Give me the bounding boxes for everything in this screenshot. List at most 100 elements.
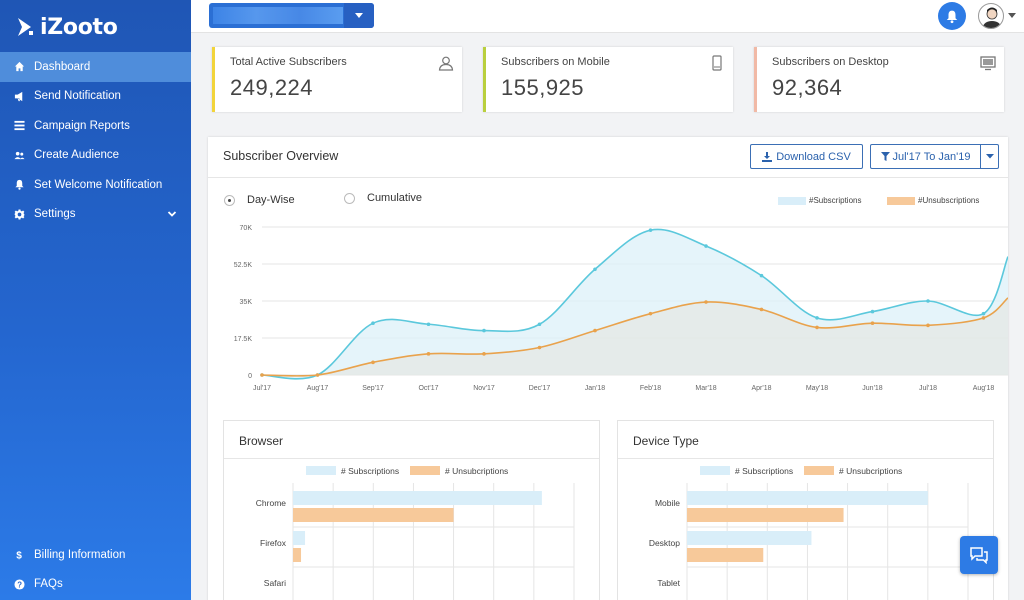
data-point[interactable] — [648, 311, 653, 316]
sidebar-item-welcome-notification[interactable]: Set Welcome Notification — [0, 170, 191, 200]
device-panel: Device Type # Subscriptions # Unsubcripti… — [617, 420, 994, 600]
data-point[interactable] — [537, 322, 542, 327]
legend-label: #Unsubscriptions — [918, 196, 980, 205]
sidebar-item-label: Campaign Reports — [34, 119, 130, 132]
data-point[interactable] — [593, 328, 597, 333]
data-point[interactable] — [759, 273, 764, 278]
bar-subscriptions[interactable] — [687, 531, 812, 545]
bar-subscriptions[interactable] — [293, 531, 306, 545]
bar-unsubscriptions[interactable] — [293, 548, 302, 562]
sidebar-item-settings[interactable]: Settings — [0, 200, 191, 230]
avatar[interactable] — [978, 3, 1004, 29]
caret-down-icon — [344, 3, 374, 28]
x-tick-label: Nov'17 — [473, 385, 495, 392]
category-label: Tablet — [657, 578, 680, 588]
data-point[interactable] — [815, 325, 819, 330]
category-label: Safari — [264, 578, 286, 588]
data-point[interactable] — [704, 300, 708, 304]
subscriber-overview-panel: Subscriber Overview Download CSV Jul'17 … — [208, 137, 1008, 600]
x-tick-label: Aug'18 — [973, 385, 995, 392]
sidebar-item-dashboard[interactable]: Dashboard — [0, 52, 191, 82]
date-range-label: Jul'17 To Jan'19 — [892, 150, 971, 163]
sidebar-item-billing[interactable]: $ Billing Information — [0, 540, 191, 570]
data-point[interactable] — [315, 373, 320, 377]
chat-button[interactable] — [960, 536, 998, 574]
data-point[interactable] — [482, 328, 486, 333]
sidebar-item-label: Billing Information — [34, 548, 126, 561]
data-point[interactable] — [981, 316, 986, 320]
download-csv-label: Download CSV — [776, 150, 851, 163]
data-point[interactable] — [648, 228, 653, 232]
device-panel-title: Device Type — [633, 434, 699, 448]
bar-unsubscriptions[interactable] — [687, 548, 764, 562]
sidebar-item-label: Create Audience — [34, 149, 120, 162]
stat-label: Total Active Subscribers — [230, 56, 347, 68]
data-point[interactable] — [426, 352, 431, 356]
sidebar-item-send-notification[interactable]: Send Notification — [0, 82, 191, 112]
radio-cumulative[interactable]: Cumulative — [344, 192, 422, 204]
x-tick-label: Jul'17 — [253, 385, 271, 392]
data-point[interactable] — [426, 322, 431, 327]
radio-button-selected[interactable] — [224, 194, 235, 206]
browser-chart: # Subscriptions # Unsubcriptions Chrome Fir… — [256, 466, 575, 600]
top-bar — [191, 0, 1024, 33]
stat-value: 92,364 — [772, 75, 843, 100]
sidebar-item-label: Settings — [34, 208, 76, 221]
data-point[interactable] — [926, 323, 930, 328]
legend-label: # Subscriptions — [735, 466, 793, 476]
device-type-chart: # Subscriptions # Unsubcriptions Mobile Des… — [649, 466, 969, 600]
radio-day-wise[interactable]: Day-Wise — [224, 194, 295, 206]
sidebar-item-label: Send Notification — [34, 90, 121, 103]
user-icon — [438, 56, 454, 71]
bar-subscriptions[interactable] — [687, 491, 928, 505]
notifications-button[interactable] — [938, 2, 966, 30]
category-label: Firefox — [260, 538, 287, 548]
bell-icon — [946, 10, 958, 23]
legend-label: # Subscriptions — [341, 466, 399, 476]
stat-value: 249,224 — [230, 75, 314, 100]
data-point[interactable] — [482, 352, 486, 356]
stat-label: Subscribers on Desktop — [772, 56, 889, 68]
data-point[interactable] — [704, 244, 708, 248]
site-name-redacted — [213, 7, 343, 24]
data-point[interactable] — [926, 299, 930, 303]
category-label: Chrome — [256, 498, 287, 508]
site-selector-dropdown[interactable] — [209, 3, 374, 28]
caret-down-icon[interactable] — [1008, 13, 1016, 19]
data-point[interactable] — [371, 321, 375, 325]
bar-unsubscriptions[interactable] — [687, 508, 844, 522]
data-point[interactable] — [870, 321, 875, 325]
data-point[interactable] — [593, 267, 597, 272]
stat-label: Subscribers on Mobile — [501, 56, 610, 68]
x-tick-label: Oct'17 — [418, 385, 438, 392]
legend-label: #Subscriptions — [809, 196, 862, 205]
data-point[interactable] — [371, 360, 375, 365]
desktop-icon — [980, 56, 996, 71]
x-tick-label: May'18 — [806, 385, 828, 392]
home-icon — [13, 61, 25, 73]
brand-logo[interactable]: iZooto — [16, 12, 118, 42]
chevron-down-icon — [167, 210, 177, 217]
x-tick-label: Jun'18 — [862, 385, 883, 392]
data-point[interactable] — [815, 316, 819, 320]
sidebar-item-create-audience[interactable]: Create Audience — [0, 141, 191, 171]
x-tick-label: Sep'17 — [362, 385, 384, 392]
sidebar-item-label: Set Welcome Notification — [34, 178, 163, 191]
date-range-button[interactable]: Jul'17 To Jan'19 — [870, 144, 999, 169]
dollar-icon: $ — [13, 549, 25, 561]
date-range-dropdown-toggle[interactable] — [981, 145, 998, 168]
sidebar-item-campaign-reports[interactable]: Campaign Reports — [0, 111, 191, 141]
data-point[interactable] — [981, 311, 986, 316]
bar-subscriptions[interactable] — [293, 491, 542, 505]
data-point[interactable] — [870, 309, 875, 314]
sidebar-item-faqs[interactable]: ? FAQs — [0, 570, 191, 600]
radio-button[interactable] — [344, 192, 355, 204]
x-tick-label: Mar'18 — [695, 385, 716, 392]
data-point[interactable] — [759, 307, 764, 312]
filter-icon — [880, 152, 890, 161]
bar-unsubscriptions[interactable] — [293, 508, 454, 522]
data-point[interactable] — [537, 345, 542, 350]
megaphone-icon — [13, 90, 25, 102]
data-point[interactable] — [260, 373, 264, 377]
download-csv-button[interactable]: Download CSV — [750, 144, 863, 169]
